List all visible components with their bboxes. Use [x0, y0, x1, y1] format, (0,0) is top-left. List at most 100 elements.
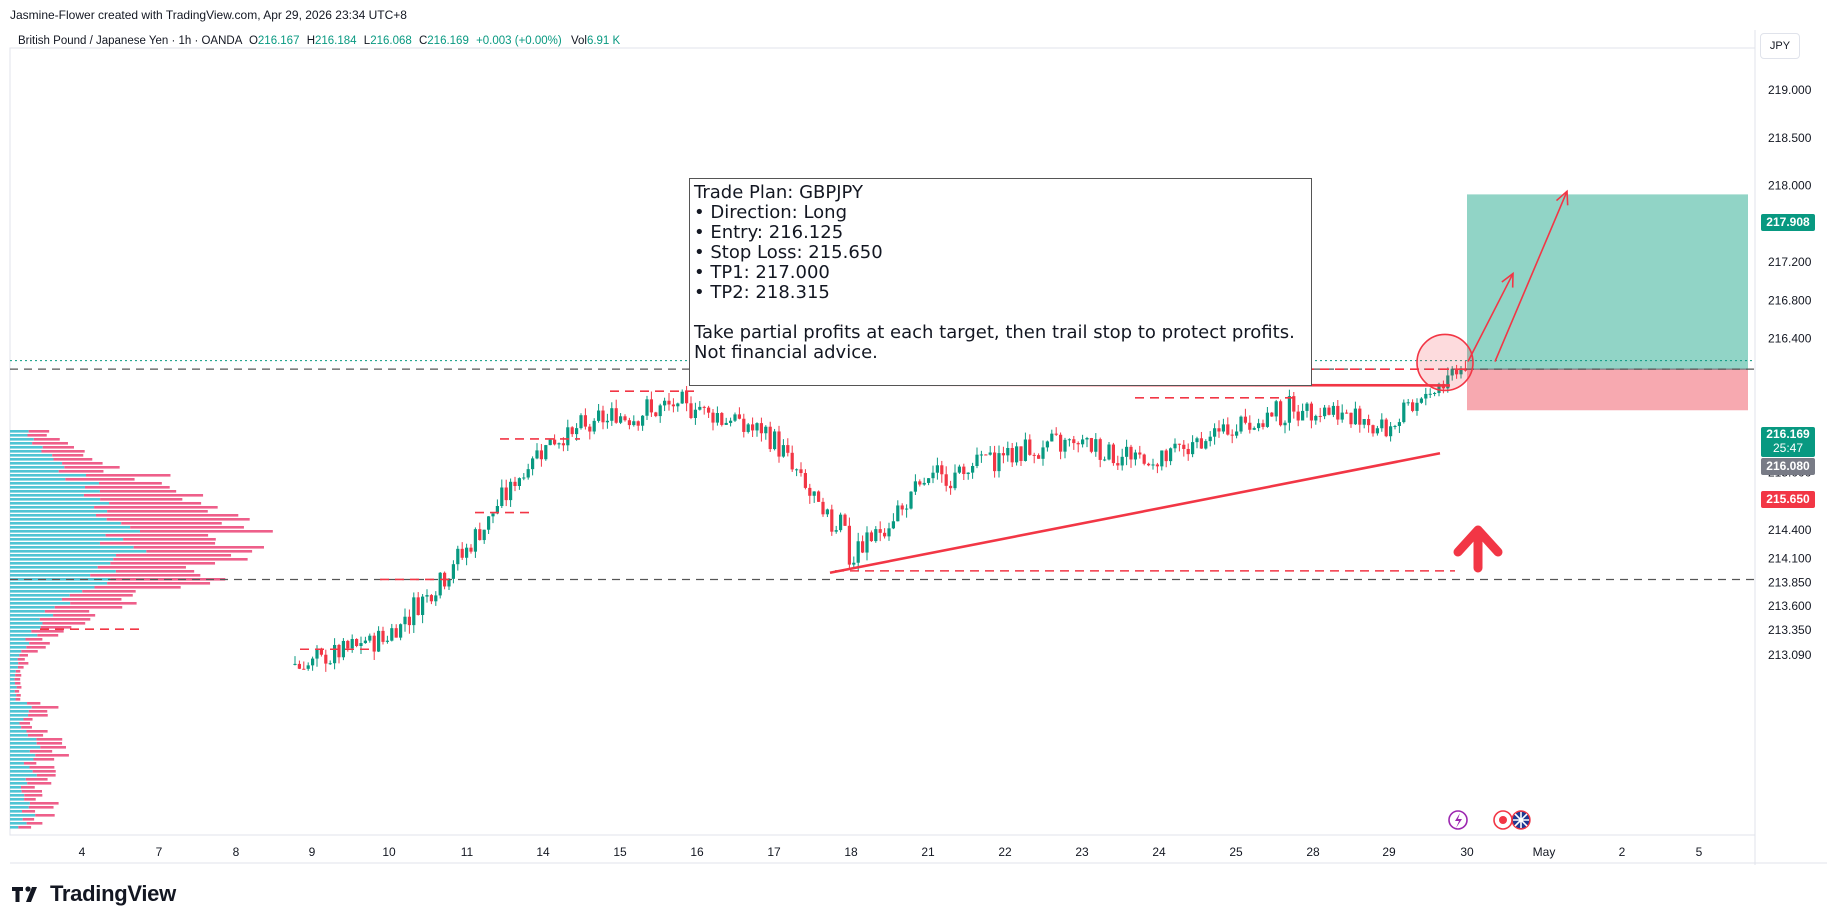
candle-body [1195, 438, 1199, 443]
candle-body [627, 420, 631, 426]
trade-plan-note[interactable]: Trade Plan: GBPJPY • Direction: Long • E… [689, 178, 1312, 386]
volume-profile-bar-down [69, 594, 133, 597]
y-tick-label: 214.100 [1768, 551, 1812, 565]
candle-body [465, 547, 469, 558]
candle-body [1353, 408, 1357, 425]
volume-profile-bar-up [10, 702, 28, 705]
volume-profile-bar-up [10, 622, 43, 625]
candle-body [297, 663, 301, 669]
candle-body [469, 547, 473, 552]
volume-profile-bar-down [36, 738, 63, 741]
brand-name: TradingView [50, 881, 176, 906]
close-value: 216.169 [427, 35, 469, 47]
volume-profile-bar-up [10, 746, 41, 749]
low-value: 216.068 [370, 35, 412, 47]
volume-profile-bar-down [36, 774, 56, 777]
volume-profile-bar-up [10, 550, 147, 553]
record-icon-dot [1499, 816, 1507, 824]
volume-profile-bar-down [22, 810, 36, 813]
stop-price-tag: 215.650 [1761, 491, 1815, 508]
candle-body [715, 413, 719, 423]
volume-profile-bar-down [90, 574, 201, 577]
candle-body [1411, 402, 1415, 411]
candle-body [1028, 439, 1032, 455]
y-tick-label: 214.400 [1768, 523, 1812, 537]
candle-body [350, 638, 354, 649]
event-icons[interactable] [1448, 810, 1531, 830]
symbol-title[interactable]: British Pound / Japanese Yen · 1h · OAND… [18, 35, 242, 47]
candle-body [1204, 441, 1208, 449]
volume-profile-bar-down [109, 502, 202, 505]
candle-body [1050, 433, 1054, 442]
x-tick-label: 24 [1152, 845, 1166, 859]
candle-body [1173, 443, 1177, 449]
candle-body [698, 406, 702, 410]
volume-profile-bar-up [10, 686, 17, 689]
candle-body [1419, 398, 1423, 403]
volume-profile-bar-down [18, 662, 29, 665]
candle-body [1116, 463, 1120, 466]
candle-body [293, 663, 297, 665]
symbol-legend: British Pound / Japanese Yen · 1h · OAND… [18, 35, 620, 47]
candle-body [962, 466, 966, 475]
volume-profile-bar-up [10, 566, 98, 569]
candle-body [1340, 412, 1344, 420]
candle-body [1120, 456, 1124, 466]
candle-body [1133, 452, 1137, 460]
volume-profile-bar-up [10, 726, 22, 729]
volume-profile-bar-down [33, 438, 60, 441]
candle-body [1081, 439, 1085, 445]
volume-profile-bar-down [123, 538, 216, 541]
volume-profile-bar-up [10, 630, 32, 633]
volume-profile-bar-up [10, 642, 30, 645]
volume-profile-bar-down [28, 710, 48, 713]
candle-body [1107, 444, 1111, 460]
ascending-trendline[interactable] [829, 452, 1441, 575]
volume-profile-bar-down [24, 794, 43, 797]
candle-body [1336, 405, 1340, 420]
x-tick-label: 25 [1229, 845, 1243, 859]
candle-body [808, 487, 812, 496]
big-up-arrow[interactable] [1453, 525, 1503, 573]
candle-body [588, 426, 592, 432]
candle-body [579, 415, 583, 429]
tradingview-brand[interactable]: TradingView [12, 880, 176, 908]
volume-profile-bar-up [10, 614, 54, 617]
volume-profile-bar-up [10, 826, 19, 829]
breakout-circle[interactable] [1416, 333, 1474, 392]
tp2-projection-arrow[interactable] [1494, 191, 1568, 362]
candle-body [1089, 438, 1093, 452]
volume-profile-bar-up [10, 458, 54, 461]
candle-body [1226, 424, 1230, 435]
volume-profile-bar-up [10, 574, 91, 577]
volume-profile-bar-up [10, 446, 43, 449]
volume-profile-bar-down [52, 454, 84, 457]
volume-profile-bar-up [10, 690, 15, 693]
tp1-projection-arrow-head [1501, 271, 1514, 288]
volume-profile-bar-down [28, 714, 48, 717]
candle-body [421, 596, 425, 616]
currency-button[interactable]: JPY [1760, 33, 1800, 59]
candle-body [535, 450, 539, 459]
tp2-projection-arrow-head [1555, 189, 1569, 206]
candle-body [592, 420, 596, 432]
candle-body [1389, 426, 1393, 437]
volume-profile-bar-up [10, 450, 42, 453]
volume-profile-bar-up [10, 766, 30, 769]
high-label: H [306, 35, 315, 47]
volume-profile-bar-up [10, 710, 29, 713]
candle-body [839, 514, 843, 531]
candle-body [1032, 454, 1036, 456]
tp1-projection-arrow[interactable] [1467, 273, 1514, 362]
volume-profile-bar-up [10, 522, 122, 525]
volume-profile-bar-up [10, 598, 62, 601]
candle-body [764, 426, 768, 434]
x-tick-label: 2 [1619, 845, 1626, 859]
candle-body [324, 654, 328, 664]
volume-profile-bar-up [10, 714, 29, 717]
volume-profile-bar-down [27, 434, 47, 437]
volume-profile-bar-down [54, 606, 123, 609]
candle-body [874, 529, 878, 542]
volume-profile-bar-down [98, 482, 162, 485]
